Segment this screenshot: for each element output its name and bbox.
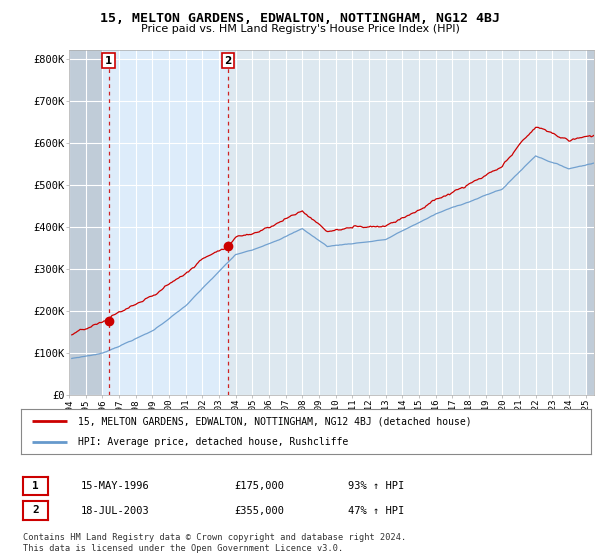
Text: 15, MELTON GARDENS, EDWALTON, NOTTINGHAM, NG12 4BJ: 15, MELTON GARDENS, EDWALTON, NOTTINGHAM… bbox=[100, 12, 500, 25]
Bar bbox=[103, 50, 228, 395]
Bar bbox=[586, 50, 594, 395]
Text: Contains HM Land Registry data © Crown copyright and database right 2024.
This d: Contains HM Land Registry data © Crown c… bbox=[23, 533, 406, 553]
Text: 2: 2 bbox=[224, 55, 232, 66]
Text: 2: 2 bbox=[32, 506, 39, 515]
Bar bbox=[69, 50, 103, 395]
Text: 15, MELTON GARDENS, EDWALTON, NOTTINGHAM, NG12 4BJ (detached house): 15, MELTON GARDENS, EDWALTON, NOTTINGHAM… bbox=[78, 416, 472, 426]
Text: HPI: Average price, detached house, Rushcliffe: HPI: Average price, detached house, Rush… bbox=[78, 437, 348, 447]
Text: 1: 1 bbox=[105, 55, 112, 66]
Text: 18-JUL-2003: 18-JUL-2003 bbox=[81, 506, 150, 516]
Text: 93% ↑ HPI: 93% ↑ HPI bbox=[348, 481, 404, 491]
Text: 15-MAY-1996: 15-MAY-1996 bbox=[81, 481, 150, 491]
Text: 47% ↑ HPI: 47% ↑ HPI bbox=[348, 506, 404, 516]
Text: 1: 1 bbox=[32, 481, 39, 491]
Text: Price paid vs. HM Land Registry's House Price Index (HPI): Price paid vs. HM Land Registry's House … bbox=[140, 24, 460, 34]
Text: £355,000: £355,000 bbox=[234, 506, 284, 516]
Text: £175,000: £175,000 bbox=[234, 481, 284, 491]
